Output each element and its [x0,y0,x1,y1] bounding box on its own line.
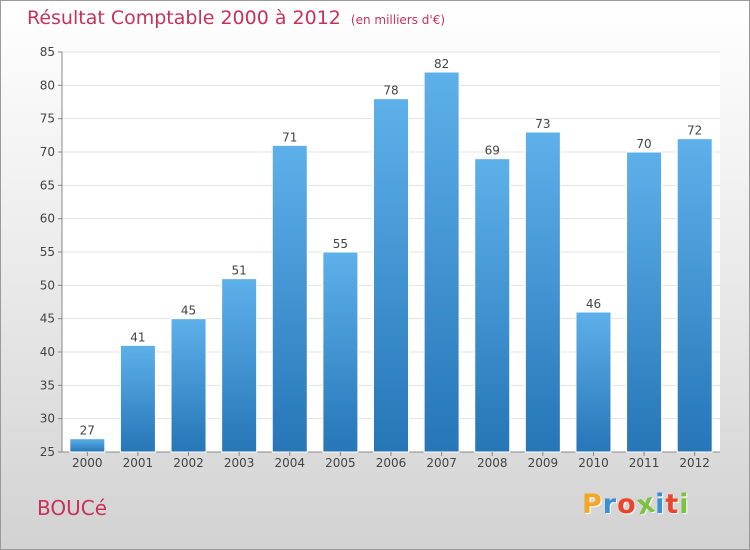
bar-2000 [69,438,106,453]
y-tick-label: 60 [40,212,55,226]
x-tick-label: 2002 [173,456,204,470]
bar-2004 [271,144,308,453]
value-label: 55 [333,237,348,251]
commune-name: BOUCé [37,496,108,520]
value-label: 51 [232,264,247,278]
x-tick-label: 2004 [274,456,305,470]
proxiti-logo[interactable]: Proxiti [582,487,690,521]
logo-letter: o [617,489,637,520]
x-tick-label: 2011 [629,456,660,470]
value-label: 45 [181,304,196,318]
bar-2003 [221,278,258,453]
x-tick-label: 2008 [477,456,508,470]
y-tick-label: 75 [40,112,55,126]
y-tick-label: 65 [40,178,55,192]
y-tick-label: 35 [40,378,55,392]
logo-letter: P [582,489,603,520]
y-tick-label: 55 [40,245,55,259]
value-label: 78 [383,84,398,98]
logo-letter: i [655,489,666,520]
bar-2007 [423,71,460,453]
x-tick-label: 2000 [72,456,103,470]
y-tick-label: 30 [40,412,55,426]
bar-2001 [119,344,156,453]
value-label: 70 [636,137,651,151]
y-tick-label: 45 [40,312,55,326]
x-tick-label: 2003 [224,456,255,470]
x-tick-label: 2010 [578,456,609,470]
y-tick-label: 80 [40,78,55,92]
logo-letter: i [679,489,690,520]
logo-letter: r [602,489,618,520]
value-label: 69 [485,144,500,158]
x-tick-label: 2001 [123,456,154,470]
bar-2009 [524,131,561,453]
value-label: 27 [80,424,95,438]
bar-2010 [575,311,612,453]
x-tick-label: 2005 [325,456,356,470]
y-tick-label: 50 [40,278,55,292]
value-label: 46 [586,297,601,311]
logo-letter: t [665,489,680,520]
y-tick-label: 40 [40,345,55,359]
bar-2012 [676,138,713,453]
x-tick-label: 2007 [426,456,457,470]
value-label: 72 [687,124,702,138]
y-tick-label: 25 [40,445,55,459]
bar-2011 [626,151,663,453]
bar-2008 [474,158,511,453]
x-tick-label: 2006 [376,456,407,470]
value-label: 41 [130,330,145,344]
value-label: 71 [282,130,297,144]
x-tick-label: 2009 [528,456,559,470]
bar-2006 [373,98,409,453]
value-label: 82 [434,57,449,71]
y-tick-label: 70 [40,145,55,159]
chart-title-text: Résultat Comptable 2000 à 2012 [27,7,341,29]
bar-2002 [170,318,207,453]
y-tick-label: 85 [40,45,55,59]
value-label: 73 [535,117,550,131]
x-tick-label: 2012 [679,456,710,470]
bar-2005 [322,251,359,453]
chart-title: Résultat Comptable 2000 à 2012 (en millie… [27,7,445,29]
chart-subtitle: (en milliers d'€) [350,13,446,27]
